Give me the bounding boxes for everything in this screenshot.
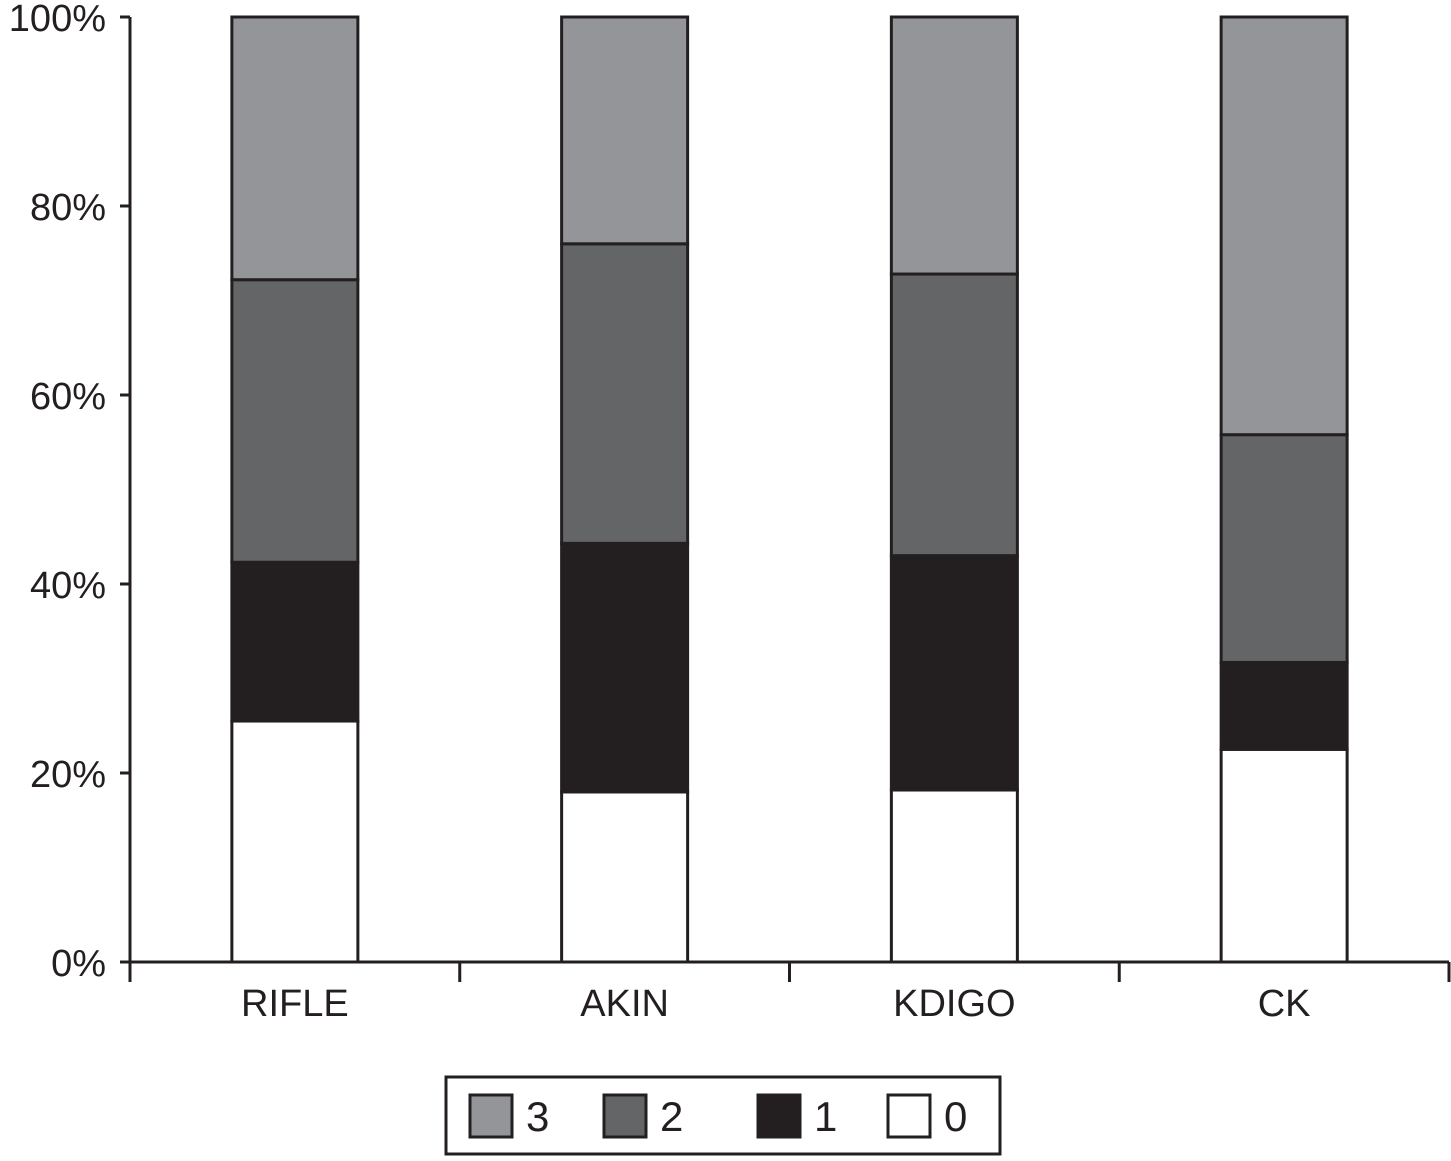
bar-segment-rifle-0 xyxy=(230,719,360,964)
bar-segment-kdigo-1 xyxy=(889,554,1019,792)
bar-segment-ck-2 xyxy=(1219,433,1349,664)
legend-swatch-2 xyxy=(602,1093,648,1139)
bar-segment-akin-0 xyxy=(560,790,690,964)
legend-swatch-0 xyxy=(886,1093,932,1139)
bar-segment-ck-3 xyxy=(1219,15,1349,437)
x-tick-label: RIFLE xyxy=(241,983,349,1025)
y-tick-label: 0% xyxy=(51,943,106,985)
bar-segment-rifle-2 xyxy=(230,278,360,564)
legend-label-3: 3 xyxy=(526,1093,549,1140)
y-tick-label: 100% xyxy=(9,0,106,40)
y-tick-label: 60% xyxy=(30,376,106,418)
x-tick-label: AKIN xyxy=(580,983,669,1025)
legend-label-1: 1 xyxy=(814,1093,837,1140)
y-tick-label: 40% xyxy=(30,565,106,607)
legend-label-2: 2 xyxy=(660,1093,683,1140)
legend-swatch-1 xyxy=(756,1093,802,1139)
bar-segment-kdigo-3 xyxy=(889,15,1019,276)
bar-segment-rifle-3 xyxy=(230,15,360,282)
y-tick-label: 20% xyxy=(30,754,106,796)
x-tick-label: KDIGO xyxy=(893,983,1015,1025)
bar-segment-akin-3 xyxy=(560,15,690,246)
y-tick-label: 80% xyxy=(30,187,106,229)
legend: 3 2 1 0 xyxy=(444,1075,1002,1156)
x-tick-label: CK xyxy=(1258,983,1311,1025)
axes-layer: 0% 20% 40% 60% 80% 100% RIFLE AKIN KDIGO CK xyxy=(9,0,1451,1025)
bar-segment-ck-1 xyxy=(1219,660,1349,751)
bar-segment-kdigo-2 xyxy=(889,272,1019,558)
bar-segment-rifle-1 xyxy=(230,560,360,723)
bar-segment-kdigo-0 xyxy=(889,788,1019,964)
legend-label-0: 0 xyxy=(944,1093,967,1140)
bar-segment-akin-1 xyxy=(560,541,690,794)
bar-segment-akin-2 xyxy=(560,242,690,545)
bar-segment-ck-0 xyxy=(1219,747,1349,964)
legend-swatch-3 xyxy=(468,1093,514,1139)
bars-layer xyxy=(230,15,1349,964)
